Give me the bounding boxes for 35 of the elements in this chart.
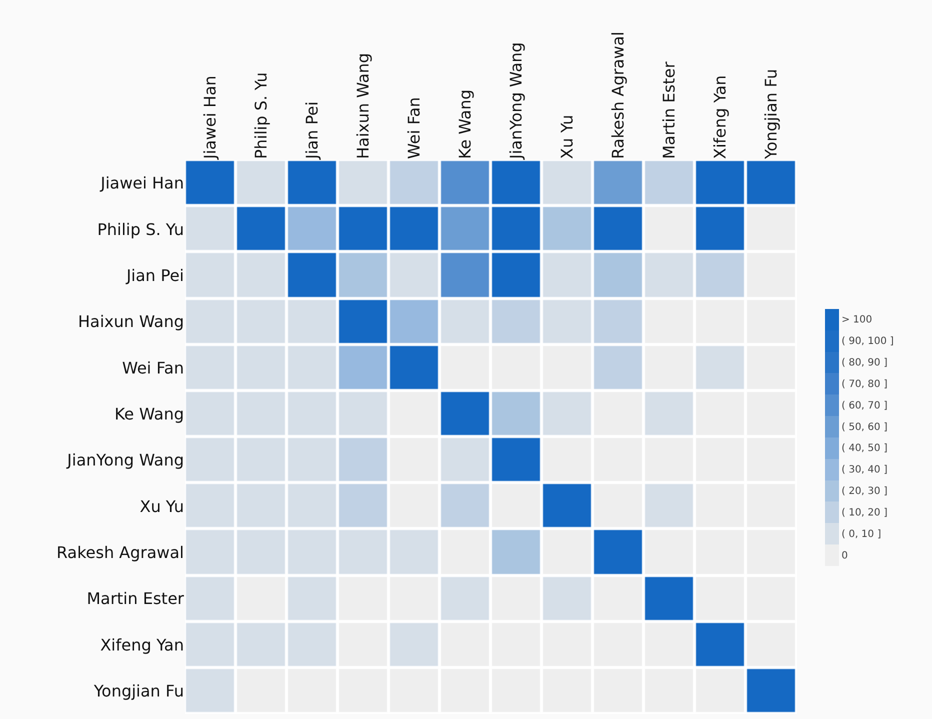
y-tick-label: Xifeng Yan [100, 635, 184, 654]
y-tick-label: Martin Ester [86, 589, 184, 608]
color-bar-label: ( 70, 80 ] [842, 378, 888, 390]
x-tick-label: Haixun Wang [354, 52, 373, 159]
x-tick-label: JianYong Wang [506, 42, 526, 160]
x-tick-label: Xu Yu [558, 114, 577, 159]
color-bar-label: ( 0, 10 ] [842, 528, 882, 540]
y-tick-label: Haixun Wang [78, 312, 184, 332]
y-tick-label: Yongjian Fu [92, 682, 184, 701]
color-bar-label: ( 90, 100 ] [842, 336, 894, 348]
x-tick-label: Xifeng Yan [710, 75, 730, 159]
color-bar-label: ( 50, 60 ] [842, 422, 888, 433]
color-bar-label: ( 10, 20 ] [842, 507, 888, 518]
color-bar-label: ( 40, 50 ] [842, 443, 888, 454]
y-tick-label: Rakesh Agrawal [56, 543, 184, 562]
x-tick-label: Ke Wang [456, 89, 475, 159]
x-tick-label: Martin Ester [660, 61, 679, 159]
y-tick-label: JianYong Wang [66, 450, 184, 470]
y-tick-label: Jian Pei [125, 266, 184, 286]
color-bar-label: ( 80, 90 ] [842, 358, 888, 369]
color-bar-label: ( 20, 30 ] [842, 486, 888, 498]
y-tick-label: Xu Yu [140, 496, 184, 516]
x-tick-label: Wei Fan [404, 97, 424, 159]
x-tick-label: Jian Pei [302, 101, 322, 160]
x-tick-label: Yongjian Fu [762, 68, 781, 160]
color-bar-label: > 100 [842, 314, 872, 326]
color-bar-label: ( 60, 70 ] [842, 400, 888, 412]
y-tick-label: Jiawei Han [100, 174, 184, 193]
color-bar-label: 0 [842, 550, 848, 562]
y-tick-label: Wei Fan [122, 358, 184, 378]
y-tick-label: Ke Wang [114, 404, 184, 424]
color-bar-label: ( 30, 40 ] [842, 464, 888, 476]
y-tick-label: Philip S. Yu [97, 220, 184, 239]
x-tick-label: Philip S. Yu [252, 72, 271, 159]
x-tick-label: Rakesh Agrawal [608, 32, 628, 159]
